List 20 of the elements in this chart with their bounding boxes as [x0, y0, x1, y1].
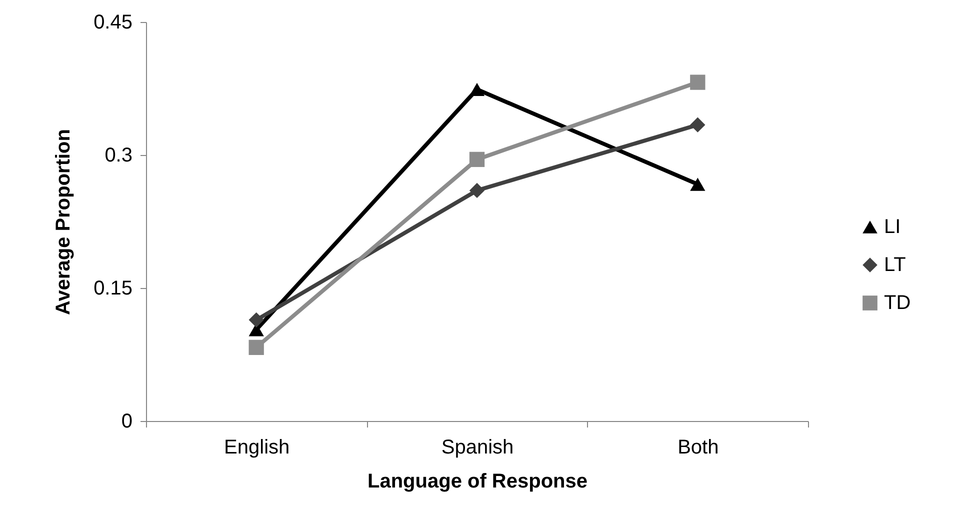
point: [690, 117, 706, 132]
point: [469, 152, 485, 168]
legend-label: LT: [884, 254, 906, 276]
y-tick-label: 0.3: [104, 144, 132, 166]
y-tick-label: 0: [121, 410, 132, 432]
legend-label: LI: [884, 216, 901, 238]
x-tick-label: English: [224, 436, 290, 458]
y-axis-title: Average Proportion: [52, 129, 75, 315]
x-axis-title: Language of Response: [367, 470, 588, 492]
y-tick-label: 0.15: [94, 278, 132, 300]
x-tick-label: Spanish: [441, 436, 514, 458]
point: [690, 74, 706, 90]
y-tick-label: 0.45: [94, 12, 132, 34]
legend-label: TD: [884, 292, 911, 314]
point: [248, 340, 264, 355]
point: [690, 178, 706, 191]
point: [469, 82, 485, 96]
point: [248, 312, 264, 328]
point: [469, 182, 485, 198]
x-tick-label: Both: [678, 436, 719, 458]
